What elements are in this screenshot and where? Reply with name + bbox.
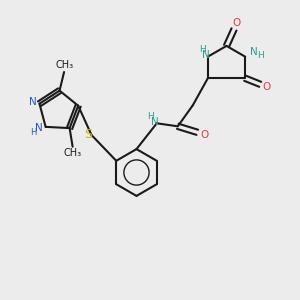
Text: CH₃: CH₃	[64, 148, 82, 158]
Text: N: N	[151, 117, 158, 127]
Text: N: N	[35, 123, 43, 134]
Text: H: H	[199, 45, 206, 54]
Text: N: N	[202, 50, 210, 60]
Text: H: H	[30, 128, 36, 137]
Text: H: H	[257, 51, 264, 60]
Text: O: O	[200, 130, 208, 140]
Text: S: S	[85, 128, 92, 141]
Text: O: O	[263, 82, 271, 92]
Text: N: N	[250, 47, 257, 57]
Text: CH₃: CH₃	[55, 60, 73, 70]
Text: N: N	[29, 97, 37, 107]
Text: O: O	[232, 18, 240, 28]
Text: H: H	[147, 112, 154, 121]
